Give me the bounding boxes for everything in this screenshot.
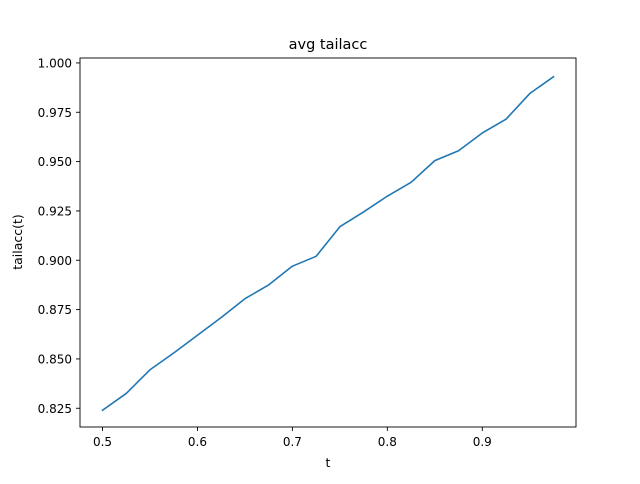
x-axis-label: t bbox=[326, 455, 331, 470]
axes-frame bbox=[79, 57, 577, 428]
y-tick-label: 0.825 bbox=[38, 402, 72, 416]
x-tick-label: 0.5 bbox=[93, 435, 112, 449]
x-tick-label: 0.8 bbox=[378, 435, 397, 449]
y-axis-label: tailacc(t) bbox=[10, 214, 25, 270]
y-tick-label: 0.900 bbox=[38, 254, 72, 268]
y-tick-label: 0.950 bbox=[38, 155, 72, 169]
y-tick-label: 0.925 bbox=[38, 204, 72, 218]
y-tick-label: 0.875 bbox=[38, 303, 72, 317]
y-tick-label: 1.000 bbox=[38, 56, 72, 70]
x-tick-label: 0.9 bbox=[473, 435, 492, 449]
axis-layer: 0.5 0.6 0.7 0.8 0.9 0.825 0.850 0.875 0.900 0.925… bbox=[38, 56, 577, 449]
chart-title: avg tailacc bbox=[289, 37, 368, 53]
y-tick-label: 0.850 bbox=[38, 352, 72, 366]
plot-layer bbox=[101, 75, 555, 412]
x-tick-label: 0.7 bbox=[283, 435, 302, 449]
x-tick-label: 0.6 bbox=[188, 435, 207, 449]
series-line-0 bbox=[101, 75, 555, 412]
y-tick-label: 0.975 bbox=[38, 106, 72, 120]
